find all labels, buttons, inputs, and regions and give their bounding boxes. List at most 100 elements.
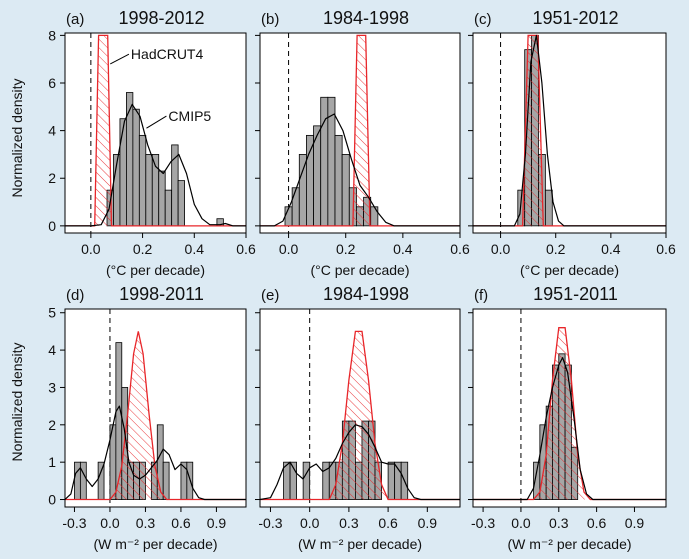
observed-pdf-fill — [260, 331, 460, 500]
x-tick-label: -0.3 — [471, 515, 495, 531]
y-axis-label-top: Normalized density — [9, 78, 25, 197]
plot-frame — [64, 32, 247, 234]
observed-pdf-line — [65, 331, 246, 501]
x-tick-label: -0.3 — [258, 515, 282, 531]
plot-content — [65, 309, 246, 507]
histogram-bar — [544, 189, 553, 227]
cmip5-density-line — [260, 113, 460, 227]
panel-6: -0.3 0.0 0.3 0.6 0.9 (f) 1951-2011 (W m⁻² per d… — [468, 284, 667, 552]
x-tick-label: 0.6 — [378, 515, 398, 531]
observed-pdf-line — [260, 34, 460, 227]
panel-title: 1998-2011 — [119, 284, 204, 304]
x-tick-label: 0.6 — [656, 241, 676, 257]
histogram-bar — [283, 461, 291, 500]
histogram-bar — [158, 170, 166, 227]
cmip5-density-line — [473, 357, 666, 501]
panel-letter: (d) — [66, 287, 84, 304]
plot-content — [260, 33, 460, 233]
x-tick-label: 0.4 — [185, 241, 205, 257]
observed-pdf-line — [260, 330, 460, 501]
histogram-bar — [162, 461, 170, 500]
x-tick-label: 0.6 — [450, 241, 470, 257]
x-tick-label: 0.6 — [587, 515, 607, 531]
histogram-bar — [387, 461, 396, 500]
histogram-bar — [180, 461, 188, 500]
histogram-bar — [370, 206, 379, 227]
histogram-bar — [138, 134, 147, 227]
histogram-bar — [164, 189, 173, 227]
y-axis-label-bottom: Normalized density — [9, 342, 25, 461]
panel-3: 0.0 0.2 0.4 0.6 (c) 1951-2012 (°C per decade) — [468, 8, 676, 278]
panel-letter: (b) — [261, 11, 279, 28]
y-tick-label: 8 — [48, 27, 56, 43]
panel-2: 0.0 0.2 0.4 0.6 (b) 1984-1998 (°C per decade) — [255, 8, 470, 278]
annotation-label: HadCRUT4 — [131, 46, 204, 62]
histogram-bar — [177, 180, 185, 227]
panel-letter: (f) — [474, 287, 488, 304]
panel-title: 1951-2012 — [532, 8, 618, 28]
observed-pdf-fill — [473, 327, 666, 500]
histogram-bar — [126, 92, 134, 227]
x-tick-label: 0.3 — [339, 515, 359, 531]
histogram-bar — [306, 134, 314, 227]
x-tick-label: 0.0 — [491, 241, 511, 257]
x-tick-label: 0.6 — [171, 515, 191, 531]
annotation-leader — [146, 115, 167, 129]
x-tick-label: 0.3 — [136, 515, 156, 531]
x-tick-label: 0.9 — [207, 515, 227, 531]
plot-content — [473, 309, 666, 507]
y-tick-label: 6 — [48, 75, 56, 91]
y-tick-label: 3 — [48, 379, 56, 395]
cmip5-density-line — [65, 405, 246, 501]
plot-frame — [472, 308, 667, 508]
plot-frame — [64, 308, 247, 508]
x-tick-label: 0.9 — [625, 515, 645, 531]
cmip5-density-line — [260, 424, 460, 501]
x-axis-label: (W m⁻² per decade) — [298, 536, 422, 552]
histogram-bar — [132, 108, 140, 227]
x-tick-label: 0.0 — [300, 515, 320, 531]
plot-content — [473, 33, 666, 233]
histogram-bar — [291, 187, 300, 227]
y-tick-label: 0 — [48, 218, 56, 234]
x-tick-label: 0.0 — [81, 241, 101, 257]
x-tick-label: 0.0 — [511, 515, 531, 531]
x-tick-label: -0.3 — [62, 515, 86, 531]
y-tick-label: 5 — [48, 305, 56, 321]
panel-letter: (e) — [261, 287, 279, 304]
plot-content — [65, 33, 246, 233]
y-tick-label: 4 — [48, 342, 56, 358]
panel-title: 1951-2011 — [533, 284, 618, 304]
x-axis-label: (W m⁻² per decade) — [93, 536, 217, 552]
panel-letter: (a) — [66, 11, 84, 28]
x-axis-label: (W m⁻² per decade) — [507, 536, 631, 552]
histogram-bar — [171, 144, 179, 227]
y-tick-label: 4 — [48, 123, 56, 139]
histogram-bar — [320, 96, 329, 227]
x-tick-label: 0.3 — [549, 515, 569, 531]
x-axis-label: (°C per decade) — [106, 262, 205, 278]
y-tick-label: 2 — [48, 170, 56, 186]
histogram-bar — [145, 154, 153, 227]
x-tick-label: 0.2 — [133, 241, 153, 257]
x-tick-label: 0.4 — [601, 241, 621, 257]
cmip5-density-line — [473, 34, 666, 227]
histogram-bar — [334, 134, 343, 227]
annotation-leader — [110, 53, 130, 65]
panel-letter: (c) — [474, 11, 492, 28]
histogram-bar — [119, 118, 127, 227]
panel-4: 0 1 2 3 4 5 -0.3 0.0 0.3 0.6 0.9 (d) 1998-2011 (W m⁻²… — [48, 284, 247, 552]
x-tick-label: 0.4 — [393, 241, 413, 257]
cmip5-density-line — [65, 103, 246, 227]
x-tick-label: 0.9 — [418, 515, 438, 531]
x-tick-label: 0.0 — [100, 515, 120, 531]
histogram-bar — [302, 461, 311, 500]
plot-area — [473, 33, 666, 233]
histogram-bar — [79, 461, 87, 500]
histogram-bar — [341, 154, 350, 227]
plot-frame — [472, 32, 667, 234]
plot-content — [260, 309, 460, 507]
x-axis-label: (°C per decade) — [520, 262, 619, 278]
histogram-bar — [74, 461, 81, 500]
x-tick-label: 0.0 — [279, 241, 299, 257]
